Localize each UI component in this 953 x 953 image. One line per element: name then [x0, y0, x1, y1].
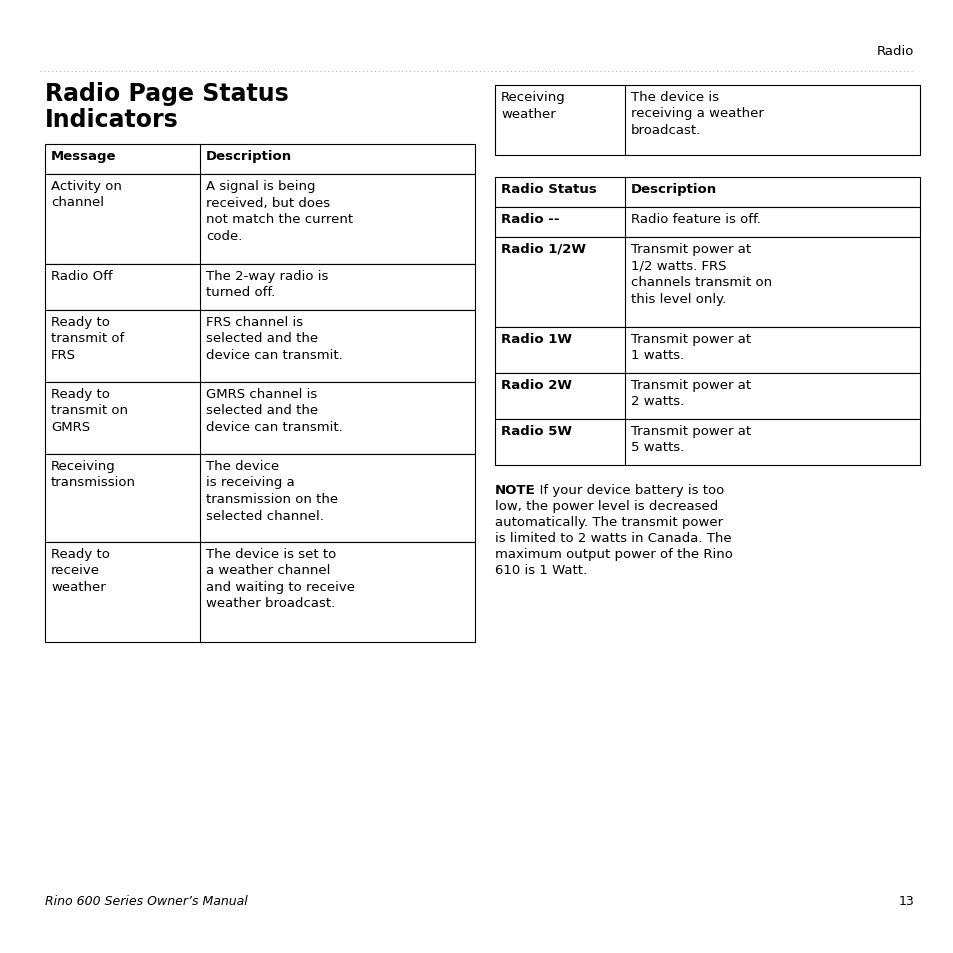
Text: Radio 1W: Radio 1W: [500, 333, 572, 346]
Bar: [45, 311, 475, 382]
Text: Ready to
transmit of
FRS: Ready to transmit of FRS: [51, 315, 124, 361]
Bar: [45, 455, 475, 542]
Text: Radio --: Radio --: [500, 213, 558, 226]
Text: Radio 5W: Radio 5W: [500, 424, 572, 437]
Bar: [495, 328, 919, 374]
Text: FRS channel is
selected and the
device can transmit.: FRS channel is selected and the device c…: [206, 315, 342, 361]
Text: maximum output power of the Rino: maximum output power of the Rino: [495, 547, 732, 560]
Text: Receiving
weather: Receiving weather: [500, 91, 565, 120]
Text: The 2-way radio is
turned off.: The 2-way radio is turned off.: [206, 270, 328, 299]
Text: Rino 600 Series Owner’s Manual: Rino 600 Series Owner’s Manual: [45, 894, 248, 907]
Text: Transmit power at
1 watts.: Transmit power at 1 watts.: [630, 333, 750, 362]
Text: A signal is being
received, but does
not match the current
code.: A signal is being received, but does not…: [206, 180, 353, 242]
Text: Transmit power at
2 watts.: Transmit power at 2 watts.: [630, 378, 750, 408]
Bar: [495, 86, 919, 156]
Bar: [45, 265, 475, 311]
Text: Transmit power at
5 watts.: Transmit power at 5 watts.: [630, 424, 750, 454]
Text: Radio 2W: Radio 2W: [500, 378, 572, 392]
Bar: [495, 374, 919, 419]
Text: GMRS channel is
selected and the
device can transmit.: GMRS channel is selected and the device …: [206, 388, 342, 434]
Text: The device
is receiving a
transmission on the
selected channel.: The device is receiving a transmission o…: [206, 459, 337, 522]
Text: Radio feature is off.: Radio feature is off.: [630, 213, 760, 226]
Text: Description: Description: [630, 183, 717, 195]
Text: Ready to
receive
weather: Ready to receive weather: [51, 547, 110, 594]
Bar: [45, 382, 475, 455]
Text: Radio Page Status: Radio Page Status: [45, 82, 289, 106]
Bar: [45, 145, 475, 174]
Bar: [45, 542, 475, 642]
Text: 610 is 1 Watt.: 610 is 1 Watt.: [495, 563, 586, 577]
Text: low, the power level is decreased: low, the power level is decreased: [495, 499, 718, 513]
Text: Activity on
channel: Activity on channel: [51, 180, 122, 210]
Bar: [45, 174, 475, 265]
Text: Radio 1/2W: Radio 1/2W: [500, 243, 585, 255]
Text: Description: Description: [206, 150, 292, 163]
Text: The device is
receiving a weather
broadcast.: The device is receiving a weather broadc…: [630, 91, 763, 137]
Bar: [495, 178, 919, 208]
Text: : If your device battery is too: : If your device battery is too: [531, 483, 723, 497]
Text: Radio Off: Radio Off: [51, 270, 112, 283]
Text: Transmit power at
1/2 watts. FRS
channels transmit on
this level only.: Transmit power at 1/2 watts. FRS channel…: [630, 243, 771, 305]
Bar: [495, 419, 919, 465]
Text: The device is set to
a weather channel
and waiting to receive
weather broadcast.: The device is set to a weather channel a…: [206, 547, 355, 610]
Text: Message: Message: [51, 150, 116, 163]
Bar: [495, 208, 919, 237]
Bar: [495, 237, 919, 328]
Text: is limited to 2 watts in Canada. The: is limited to 2 watts in Canada. The: [495, 532, 731, 544]
Text: automatically. The transmit power: automatically. The transmit power: [495, 516, 722, 529]
Text: Ready to
transmit on
GMRS: Ready to transmit on GMRS: [51, 388, 128, 434]
Text: Radio: Radio: [876, 45, 913, 58]
Text: Indicators: Indicators: [45, 108, 178, 132]
Text: Receiving
transmission: Receiving transmission: [51, 459, 136, 489]
Text: NOTE: NOTE: [495, 483, 535, 497]
Text: Radio Status: Radio Status: [500, 183, 597, 195]
Text: 13: 13: [898, 894, 913, 907]
